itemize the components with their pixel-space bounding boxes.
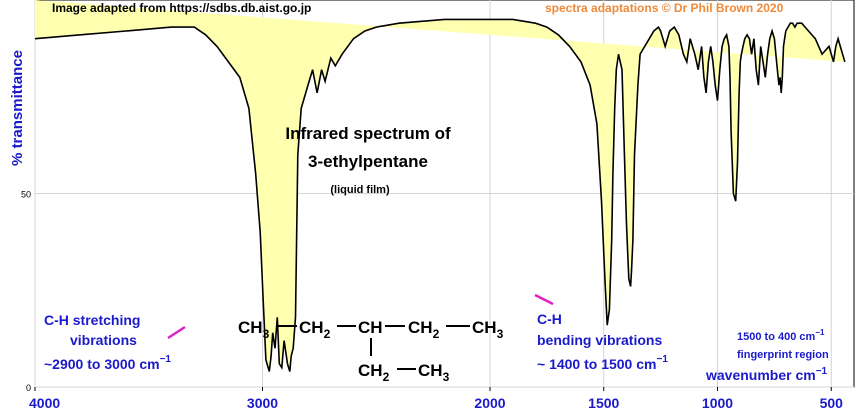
- author-credit: spectra adaptations © Dr Phil Brown 2020: [545, 1, 784, 15]
- spectrum-line: [34, 18, 846, 372]
- fingerprint-label: fingerprint region: [737, 349, 829, 361]
- svg-text:1500 to 400 cm−1: 1500 to 400 cm−1: [737, 328, 825, 343]
- y-tick-label: 50: [21, 190, 31, 200]
- ch-stretch-range: ~2900 to 3000 cm: [44, 356, 160, 372]
- x-axis-label-text: wavenumber cm: [705, 367, 816, 383]
- x-tick-label: 2000: [474, 395, 505, 411]
- ch-bend-marker: [534, 293, 554, 306]
- ch3-branch: CH3: [418, 361, 450, 384]
- y-axis-label: % transmittance: [9, 50, 26, 166]
- source-credit: Image adapted from https://sdbs.db.aist.…: [52, 1, 311, 15]
- ch-center: CH: [358, 318, 383, 337]
- ch-bend-annotation: C-H bending vibrations ~ 1400 to 1500 cm…: [534, 293, 668, 372]
- ch2-left: CH2: [299, 318, 331, 341]
- ch-stretch-label-1: C-H stretching: [44, 312, 140, 328]
- y-axis-ticks: 0 50: [21, 190, 31, 394]
- chart-title: Infrared spectrum of: [285, 124, 451, 143]
- fingerprint-annotation: 1500 to 400 cm−1 fingerprint region: [737, 328, 829, 361]
- x-axis-ticks: 4000 3000 2000 1500 1000 500: [29, 387, 843, 411]
- x-axis-label: wavenumber cm−1: [705, 366, 828, 383]
- svg-text:wavenumber cm−1: wavenumber cm−1: [705, 366, 828, 383]
- chart-note: (liquid film): [330, 184, 390, 196]
- x-tick-label: 4000: [29, 395, 60, 411]
- x-tick-label: 1500: [588, 395, 619, 411]
- ch2-branch: CH2: [358, 361, 390, 384]
- ch-bend-label-2: bending vibrations: [537, 332, 662, 348]
- fingerprint-range: 1500 to 400 cm: [737, 331, 815, 343]
- ch-bend-label-1: C-H: [537, 311, 562, 327]
- x-tick-label: 1000: [702, 395, 733, 411]
- svg-text:~ 1400 to 1500 cm−1: ~ 1400 to 1500 cm−1: [537, 354, 668, 372]
- x-tick-label: 500: [820, 395, 844, 411]
- fingerprint-range-sup: −1: [815, 328, 825, 337]
- ch-stretch-range-sup: −1: [160, 354, 172, 365]
- ch-bend-range-sup: −1: [656, 354, 668, 365]
- chart-subtitle: 3-ethylpentane: [308, 152, 428, 171]
- ch-stretch-marker: [167, 325, 186, 340]
- x-tick-label: 3000: [247, 395, 278, 411]
- ch2-right: CH2: [408, 318, 440, 341]
- ch3-left: CH3: [238, 318, 270, 341]
- ch-stretch-annotation: C-H stretching vibrations ~2900 to 3000 …: [44, 312, 186, 372]
- structural-formula: CH3 CH2 CH CH2 CH3 CH2 CH3: [238, 318, 504, 384]
- ch3-right: CH3: [472, 318, 504, 341]
- svg-text:~2900 to 3000 cm−1: ~2900 to 3000 cm−1: [44, 354, 171, 372]
- ch-bend-range: ~ 1400 to 1500 cm: [537, 356, 656, 372]
- x-axis-label-sup: −1: [816, 366, 828, 377]
- ch-stretch-label-2: vibrations: [70, 332, 137, 348]
- y-tick-label: 0: [26, 383, 31, 393]
